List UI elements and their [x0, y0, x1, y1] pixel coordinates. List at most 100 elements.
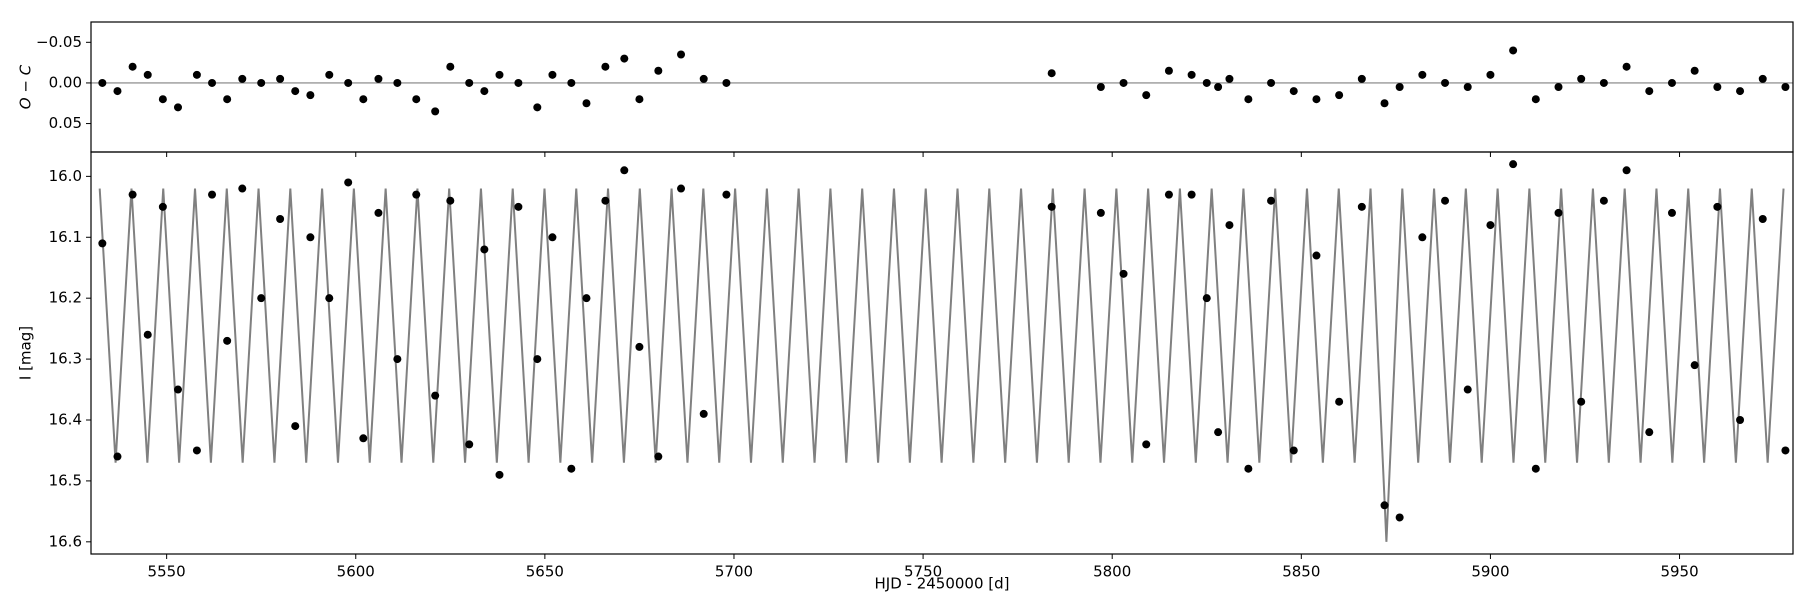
observation-point	[1622, 166, 1631, 175]
observation-point	[1758, 215, 1767, 223]
observation-point	[128, 190, 137, 199]
x-tick-label: 5850	[1282, 563, 1320, 581]
y-axis-label: I [mag]	[17, 326, 35, 380]
residual-point	[1164, 66, 1173, 75]
residual-point	[1599, 78, 1608, 87]
residual-point	[1463, 83, 1472, 91]
observation-point	[359, 434, 368, 443]
residual-point	[1214, 83, 1223, 91]
observation-point	[620, 166, 629, 175]
model-curve	[98, 188, 1785, 542]
residual-point	[533, 103, 542, 112]
residual-point	[1667, 78, 1676, 87]
observation-point	[446, 196, 455, 205]
observation-point	[431, 391, 440, 400]
observation-point	[393, 355, 402, 364]
residual-point	[514, 78, 523, 87]
residual-point	[635, 95, 644, 104]
x-tick-label: 5550	[148, 563, 186, 581]
observation-point	[1357, 202, 1366, 211]
observation-point	[635, 342, 644, 351]
observation-point	[480, 245, 489, 254]
residual-point	[1335, 91, 1344, 100]
residual-point	[431, 107, 440, 116]
observation-point	[291, 422, 300, 431]
residual-point	[1119, 78, 1128, 87]
residual-point	[1531, 95, 1540, 104]
observation-point	[374, 208, 383, 217]
residual-point	[306, 91, 315, 100]
residual-point	[1289, 87, 1298, 96]
residual-point	[446, 62, 455, 71]
y-tick-label: 16.2	[49, 289, 82, 307]
residual-point	[699, 74, 708, 83]
observation-point	[1418, 233, 1427, 242]
residual-point	[393, 78, 402, 87]
observation-point	[192, 446, 201, 455]
observation-point	[1781, 446, 1790, 455]
residual-point	[548, 70, 557, 79]
residual-point	[192, 70, 201, 79]
residual-point	[325, 70, 334, 79]
observation-point	[306, 233, 315, 242]
residual-point	[1244, 95, 1253, 104]
observation-point	[601, 196, 610, 205]
residual-point	[1096, 83, 1105, 91]
residual-point	[1312, 95, 1321, 104]
residual-point	[291, 87, 300, 96]
residual-point	[1187, 70, 1196, 79]
residual-point	[98, 78, 107, 87]
residual-point	[374, 74, 383, 83]
observation-point	[1202, 294, 1211, 303]
residual-point	[158, 95, 167, 104]
observation-point	[276, 215, 285, 223]
observation-point	[1690, 361, 1699, 370]
residual-point	[1690, 66, 1699, 75]
residual-point	[1380, 99, 1389, 108]
residual-point	[601, 62, 610, 71]
y-tick-label: 0.00	[49, 73, 82, 91]
residual-point	[1357, 74, 1366, 83]
residual-point	[1267, 78, 1276, 87]
observation-point	[257, 294, 266, 303]
observation-point	[1335, 397, 1344, 406]
observation-point	[344, 178, 353, 187]
residual-point	[1509, 46, 1518, 55]
x-tick-label: 5900	[1471, 563, 1509, 581]
observation-point	[567, 464, 576, 473]
x-tick-label: 5600	[337, 563, 375, 581]
axes-frame	[90, 151, 1794, 555]
residual-point	[1441, 78, 1450, 87]
residual-point	[1736, 87, 1745, 96]
observation-point	[223, 336, 232, 345]
y-tick-label: 16.1	[49, 228, 82, 246]
observation-point	[548, 233, 557, 242]
residual-point	[677, 50, 686, 59]
residual-point	[223, 95, 232, 104]
observation-point	[514, 202, 523, 211]
observation-point	[1441, 196, 1450, 205]
residual-point	[208, 78, 217, 87]
residual-point	[1225, 74, 1234, 83]
observation-point	[1395, 513, 1404, 522]
residual-point	[1047, 69, 1056, 78]
x-tick-label: 5750	[904, 563, 942, 581]
observation-point	[238, 184, 247, 193]
y-tick-label: 16.0	[49, 167, 82, 185]
y-tick-label: 16.4	[49, 411, 82, 429]
residual-point	[582, 99, 591, 108]
observation-point	[208, 190, 217, 199]
residual-point	[1645, 87, 1654, 96]
residual-point	[113, 87, 122, 96]
residual-point	[1202, 78, 1211, 87]
residual-point	[465, 78, 474, 87]
residual-point	[1395, 83, 1404, 91]
observation-point	[173, 385, 182, 394]
x-tick-label: 5950	[1660, 563, 1698, 581]
residual-point	[567, 78, 576, 87]
residual-point	[1713, 83, 1722, 91]
observation-point	[1214, 428, 1223, 437]
residual-point	[654, 66, 663, 75]
observation-point	[98, 239, 107, 248]
